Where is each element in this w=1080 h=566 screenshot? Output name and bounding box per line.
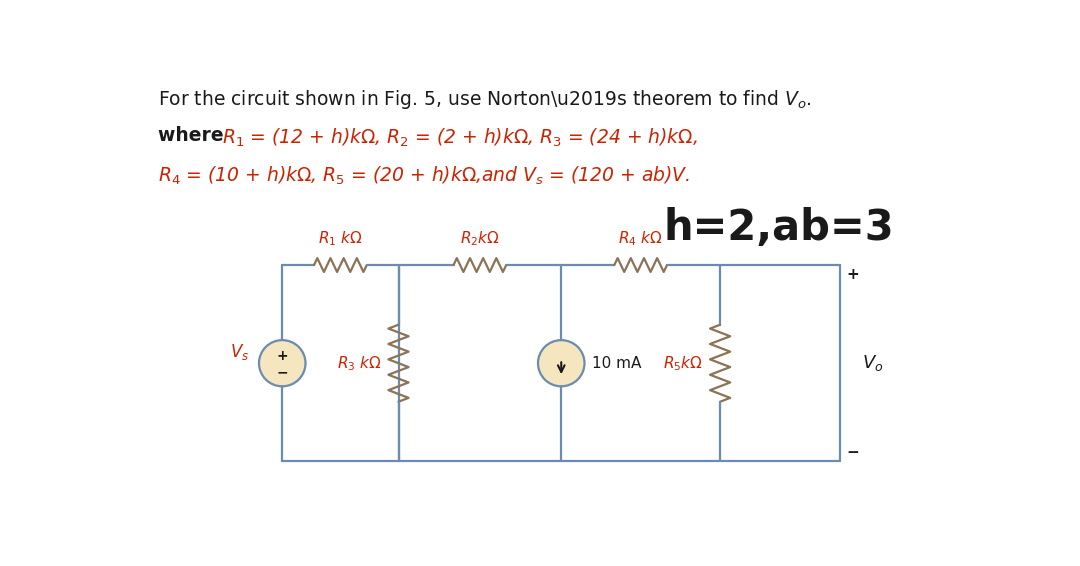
- Text: $V_o$: $V_o$: [862, 353, 883, 373]
- Text: $R_4$ = (10 + h)k$\Omega$, $R_5$ = (20 + h)k$\Omega$,and $V_s$ = (120 + ab)V.: $R_4$ = (10 + h)k$\Omega$, $R_5$ = (20 +…: [159, 165, 690, 187]
- Text: $R_4$ k$\Omega$: $R_4$ k$\Omega$: [619, 229, 663, 248]
- Text: $R_2$k$\Omega$: $R_2$k$\Omega$: [460, 229, 500, 248]
- Text: −: −: [276, 366, 288, 379]
- Text: −: −: [847, 445, 860, 460]
- Circle shape: [538, 340, 584, 387]
- Text: +: +: [276, 349, 288, 362]
- Text: 10 mA: 10 mA: [592, 355, 642, 371]
- Text: +: +: [847, 267, 860, 282]
- Circle shape: [259, 340, 306, 387]
- Text: $R_1$ = (12 + h)k$\Omega$, $R_2$ = (2 + h)k$\Omega$, $R_3$ = (24 + h)k$\Omega$,: $R_1$ = (12 + h)k$\Omega$, $R_2$ = (2 + …: [221, 126, 698, 149]
- Text: $V_s$: $V_s$: [230, 342, 249, 362]
- Text: h=2,ab=3: h=2,ab=3: [664, 207, 894, 249]
- Text: $R_3$ k$\Omega$: $R_3$ k$\Omega$: [337, 354, 381, 372]
- Text: For the circuit shown in Fig. 5, use Norton\u2019s theorem to find $V_o$.: For the circuit shown in Fig. 5, use Nor…: [159, 88, 812, 111]
- Text: where: where: [159, 126, 230, 145]
- Text: $R_5$k$\Omega$: $R_5$k$\Omega$: [663, 354, 703, 372]
- Text: $R_1$ k$\Omega$: $R_1$ k$\Omega$: [318, 229, 363, 248]
